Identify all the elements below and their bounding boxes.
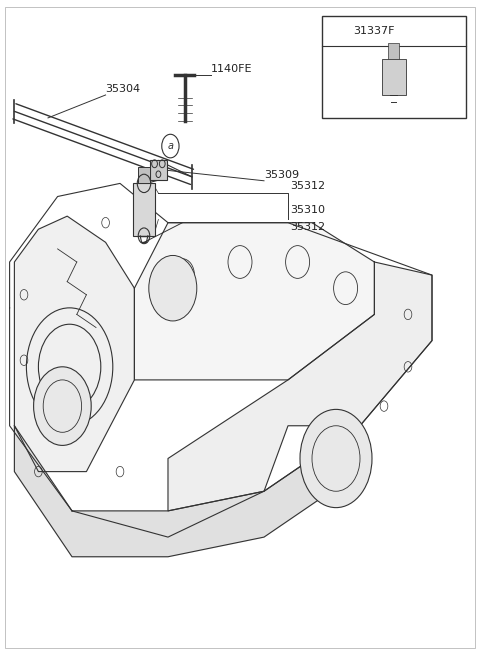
Circle shape	[149, 255, 197, 321]
Circle shape	[300, 409, 372, 508]
Text: 35310: 35310	[290, 204, 325, 215]
Bar	[388, 43, 399, 59]
Bar	[322, 16, 466, 118]
Text: 35304: 35304	[106, 84, 141, 94]
Bar	[138, 167, 150, 183]
Bar	[382, 59, 406, 95]
Text: 35312: 35312	[290, 222, 325, 232]
Bar	[150, 160, 167, 180]
Circle shape	[34, 367, 91, 445]
Text: 35312: 35312	[290, 181, 325, 191]
Bar	[133, 183, 155, 236]
Polygon shape	[14, 426, 360, 557]
Polygon shape	[14, 216, 134, 472]
Text: a: a	[168, 141, 173, 151]
Text: 31337F: 31337F	[353, 26, 394, 37]
Text: a: a	[336, 26, 341, 37]
Text: 1140FE: 1140FE	[211, 64, 252, 74]
Polygon shape	[168, 262, 432, 511]
Text: 35309: 35309	[264, 170, 299, 180]
Polygon shape	[134, 223, 374, 380]
